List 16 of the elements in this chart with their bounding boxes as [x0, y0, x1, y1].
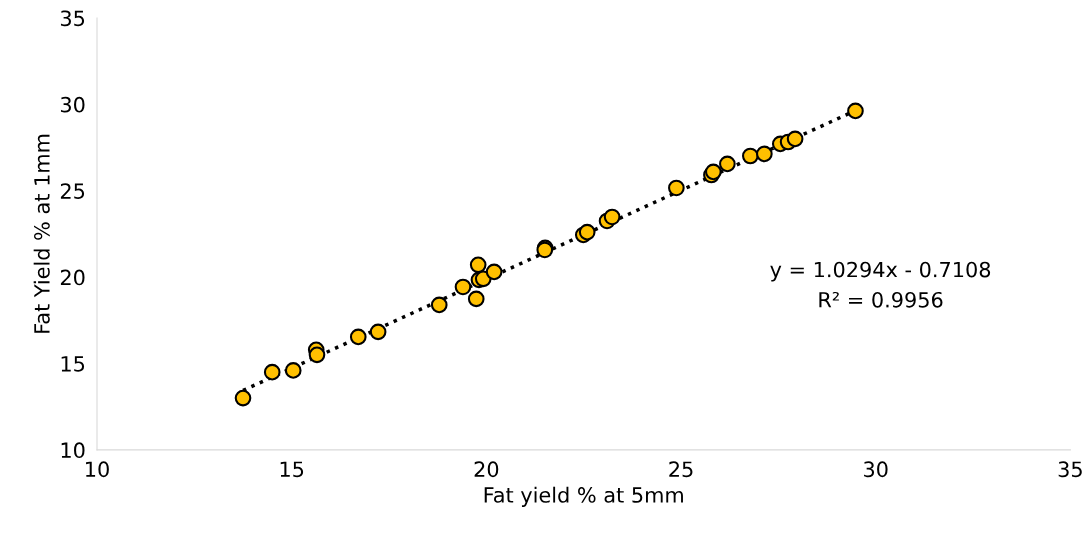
x-tick-label: 15 [280, 461, 304, 478]
x-tick-label: 25 [669, 461, 693, 478]
x-tick-label: 35 [1058, 461, 1082, 478]
x-tick-label: 30 [864, 461, 888, 478]
annotation: y = 1.0294x - 0.7108 [770, 261, 991, 282]
y-tick-label: 35 [60, 10, 85, 27]
x-tick-label: 10 [86, 461, 109, 478]
x-axis-title: Fat yield % at 5mm [484, 486, 683, 507]
y-tick-label: 10 [61, 442, 85, 459]
annotation: R² = 0.9956 [819, 291, 943, 308]
y-tick-label: 15 [61, 356, 85, 372]
y-tick-label: 30 [60, 96, 85, 113]
y-tick-label: 20 [60, 269, 85, 286]
y-tick-label: 25 [60, 183, 85, 199]
x-tick-label: 20 [474, 461, 499, 478]
y-axis-title: Fat Yield % at 1mm [33, 134, 50, 333]
